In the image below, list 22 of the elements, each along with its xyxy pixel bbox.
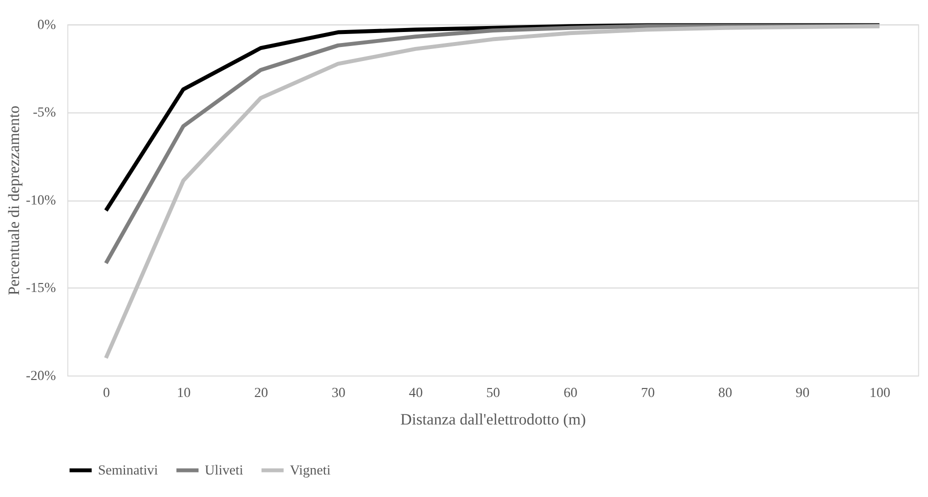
x-tick-label: 70 bbox=[640, 384, 655, 400]
legend-label: Vigneti bbox=[290, 462, 331, 478]
x-tick-label: 80 bbox=[718, 384, 732, 400]
y-tick-label: -15% bbox=[26, 280, 56, 296]
x-tick-label: 90 bbox=[796, 384, 810, 400]
y-axis-title: Percentuale di deprezzamento bbox=[6, 106, 23, 296]
x-tick-label: 20 bbox=[254, 384, 268, 400]
y-tick-label: 0% bbox=[37, 16, 56, 32]
line-series bbox=[104, 24, 882, 360]
y-tick-label: -20% bbox=[26, 368, 56, 384]
x-tick-label: 40 bbox=[408, 384, 423, 400]
y-tick-label: -5% bbox=[32, 104, 56, 120]
legend-label: Uliveti bbox=[204, 462, 244, 478]
x-tick-label: 0 bbox=[102, 384, 110, 400]
legend-label: Seminativi bbox=[98, 462, 158, 478]
x-tick-label: 60 bbox=[564, 384, 578, 400]
x-tick-label: 100 bbox=[870, 384, 890, 400]
y-tick-label: -10% bbox=[26, 192, 56, 208]
x-tick-label: 10 bbox=[176, 384, 191, 400]
x-tick-label: 50 bbox=[486, 384, 500, 400]
x-axis-title: Distanza dall'elettrodotto (m) bbox=[400, 412, 586, 429]
x-tick-label: 30 bbox=[332, 384, 346, 400]
